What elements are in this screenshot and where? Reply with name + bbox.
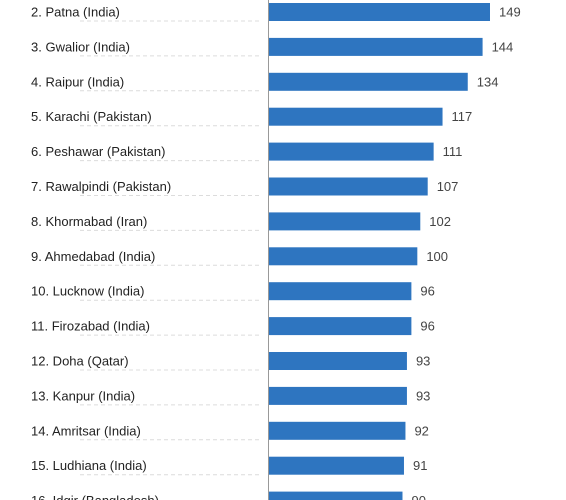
bar-value-label: 102 [429, 214, 451, 229]
category-label: 16. Idgir (Bangladesh) [31, 493, 159, 500]
category-label: 8. Khormabad (Iran) [31, 214, 147, 229]
category-label: 15. Ludhiana (India) [31, 458, 147, 473]
category-label: 5. Karachi (Pakistan) [31, 109, 152, 124]
category-label: 3. Gwalior (India) [31, 39, 130, 54]
bar [269, 142, 434, 161]
value-labels: 149 144 134 117 111 107 102 100 96 96 93 93 92 91 90 [411, 5, 520, 500]
bar-value-label: 100 [426, 249, 448, 264]
bar [269, 107, 443, 126]
bar [269, 3, 490, 21]
bar [269, 352, 407, 370]
category-label: 4. Raipur (India) [31, 74, 124, 89]
bar [269, 456, 404, 475]
category-label: 14. Amritsar (India) [31, 423, 141, 438]
bar [269, 386, 407, 405]
category-labels: 2. Patna (India) 3. Gwalior (India) 4. Rai… [31, 5, 171, 500]
bar-value-label: 111 [443, 144, 463, 159]
category-label: 7. Rawalpindi (Pakistan) [31, 179, 171, 194]
bar-value-label: 96 [420, 284, 434, 299]
bar-value-label: 93 [416, 388, 430, 403]
category-label: 6. Peshawar (Pakistan) [31, 144, 165, 159]
bar [269, 491, 403, 500]
bar-value-label: 96 [420, 319, 434, 334]
bar [269, 177, 428, 196]
bars [269, 3, 490, 500]
bar [269, 421, 406, 440]
bar-value-label: 92 [414, 423, 428, 438]
category-label: 12. Doha (Qatar) [31, 354, 129, 369]
bar-value-label: 144 [492, 39, 514, 54]
category-label: 2. Patna (India) [31, 5, 120, 20]
bar-value-label: 134 [477, 74, 499, 89]
bar-value-label: 91 [413, 458, 427, 473]
bar-value-label: 149 [499, 5, 521, 20]
bar-value-label: 107 [437, 179, 459, 194]
bar [269, 282, 412, 301]
category-label: 11. Firozabad (India) [31, 319, 150, 334]
category-label: 10. Lucknow (India) [31, 284, 144, 299]
gridlines [80, 20, 262, 476]
category-label: 13. Kanpur (India) [31, 388, 135, 403]
bar-value-label: 93 [416, 354, 430, 369]
category-label: 9. Ahmedabad (India) [31, 249, 155, 264]
bar [269, 72, 468, 91]
bar [269, 317, 412, 336]
bar-value-label: 90 [411, 493, 425, 500]
bar-value-label: 117 [452, 109, 473, 124]
bar [269, 247, 418, 266]
bar [269, 212, 421, 231]
bar [269, 37, 483, 56]
